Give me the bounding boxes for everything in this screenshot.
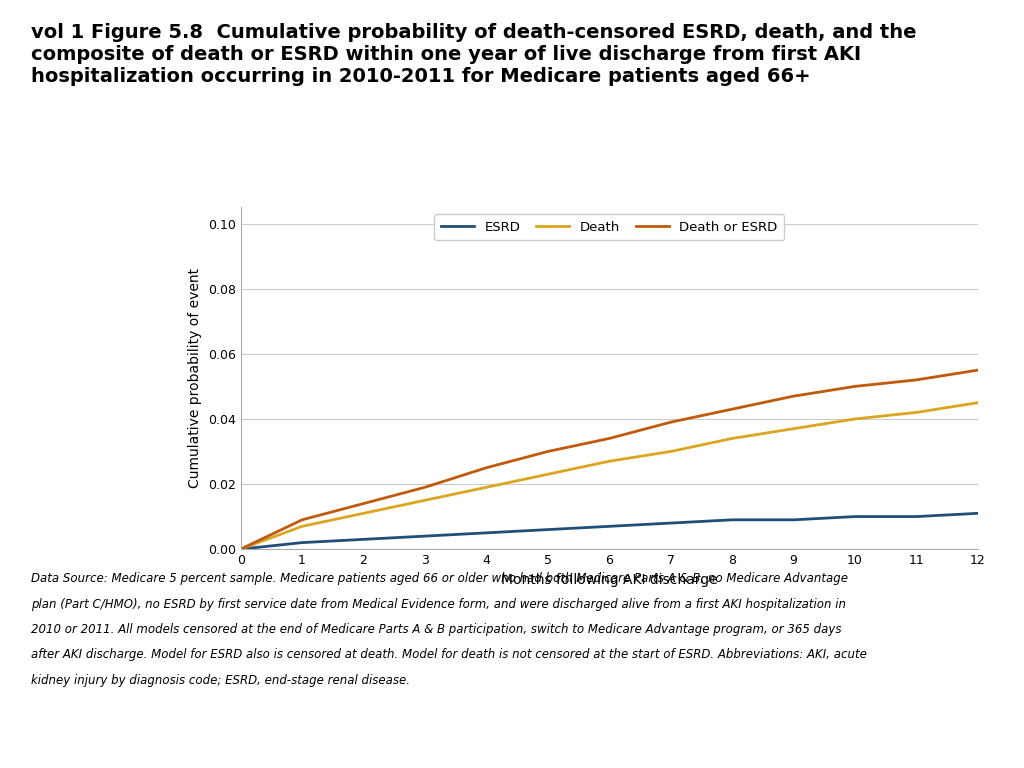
Death [972,398,984,407]
ESRD [787,515,800,525]
Death [726,434,738,443]
ESRD [972,508,984,518]
ESRD [603,521,615,531]
Death [665,447,677,456]
ESRD [234,545,247,554]
Death or ESRD [357,499,370,508]
Death or ESRD [787,392,800,401]
Text: Data Source: Medicare 5 percent sample. Medicare patients aged 66 or older who h: Data Source: Medicare 5 percent sample. … [31,572,848,585]
ESRD [296,538,308,548]
ESRD [849,512,861,521]
Death or ESRD [296,515,308,525]
Text: Vol 1, CKD, Ch 5: Vol 1, CKD, Ch 5 [497,727,660,746]
Death or ESRD [726,405,738,414]
Line: Death: Death [241,402,978,549]
Death [296,521,308,531]
Line: Death or ESRD: Death or ESRD [241,370,978,549]
Death or ESRD [910,376,923,385]
Death or ESRD [234,545,247,554]
Text: after AKI discharge. Model for ESRD also is censored at death. Model for death i: after AKI discharge. Model for ESRD also… [31,648,866,661]
ESRD [726,515,738,525]
Death [849,414,861,423]
Death [910,408,923,417]
Text: kidney injury by diagnosis code; ESRD, end-stage renal disease.: kidney injury by diagnosis code; ESRD, e… [31,674,410,687]
Text: USRDS: USRDS [32,720,101,738]
Text: vol 1 Figure 5.8  Cumulative probability of death-censored ESRD, death, and the
: vol 1 Figure 5.8 Cumulative probability … [31,23,916,86]
Death or ESRD [849,382,861,391]
ESRD [480,528,493,538]
Death [480,482,493,492]
Y-axis label: Cumulative probability of event: Cumulative probability of event [188,268,202,488]
Death or ESRD [665,418,677,427]
ESRD [910,512,923,521]
Death or ESRD [419,482,431,492]
Death or ESRD [972,366,984,375]
Death [542,470,554,479]
Death [357,508,370,518]
Death [787,424,800,433]
Legend: ESRD, Death, Death or ESRD: ESRD, Death, Death or ESRD [434,214,784,240]
Text: UNITED STATES RENAL DATA SYSTEM: UNITED STATES RENAL DATA SYSTEM [17,752,116,756]
Text: 2010 or 2011. All models censored at the end of Medicare Parts A & B participati: 2010 or 2011. All models censored at the… [31,623,842,636]
Text: 14: 14 [977,727,1001,746]
Death [603,457,615,466]
Death [419,495,431,505]
Death [234,545,247,554]
X-axis label: Months following AKI discharge: Months following AKI discharge [501,572,718,587]
Line: ESRD: ESRD [241,513,978,549]
ESRD [419,531,431,541]
ESRD [357,535,370,544]
ESRD [665,518,677,528]
Death or ESRD [542,447,554,456]
Death or ESRD [480,463,493,472]
Death or ESRD [603,434,615,443]
Text: plan (Part C/HMO), no ESRD by first service date from Medical Evidence form, and: plan (Part C/HMO), no ESRD by first serv… [31,598,846,611]
ESRD [542,525,554,535]
